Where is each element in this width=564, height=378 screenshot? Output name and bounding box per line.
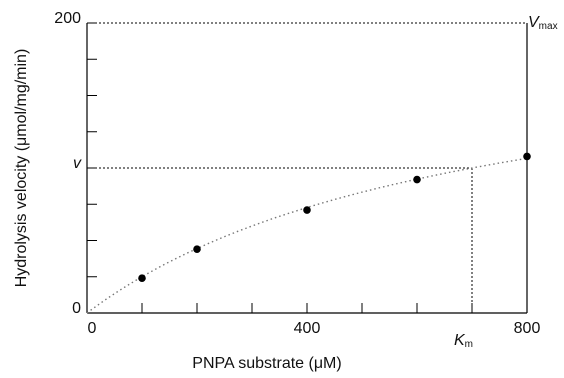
x-axis-title: PNPA substrate (μM) [192,355,341,372]
data-point [523,152,531,161]
data-point [303,206,311,214]
data-point [413,175,421,184]
data-point [138,274,146,283]
km-label: Km [454,332,473,349]
y-tick-label: v [73,155,82,172]
vmax-label: Vmax [528,14,558,31]
x-tick-label: 800 [514,320,541,337]
y-tick-label: 0 [72,300,81,317]
data-point [193,245,201,253]
y-tick-label: 200 [54,10,81,27]
vmax-label-subscript: max [539,21,558,32]
x-tick-label: 400 [294,320,321,337]
km-label-symbol: K [454,332,466,349]
y-axis-title: Hydrolysis velocity (μmol/mg/min) [13,49,30,288]
fit-curve [86,157,528,314]
vmax-label-symbol: V [528,14,540,31]
x-tick-label: 0 [88,320,97,337]
km-label-subscript: m [465,339,473,350]
